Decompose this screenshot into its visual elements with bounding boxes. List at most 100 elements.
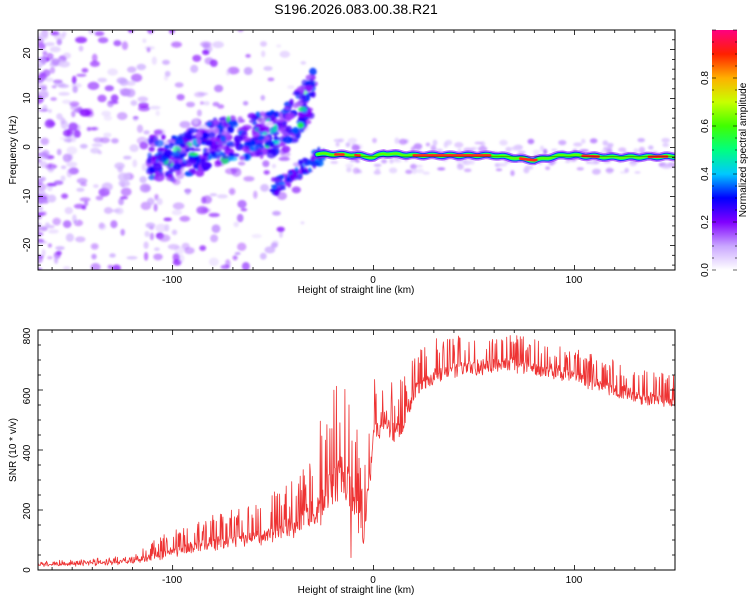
spectrogram-blob [61,31,67,37]
tone-line [312,148,675,166]
spectrogram-blob [196,109,202,117]
spectrogram-panel: -100 0 100 Height of straight line (km) … [8,29,676,296]
spectrogram-blob [145,167,155,174]
y-axis-label: SNR (10 * v/v) [8,418,19,482]
spectrogram-blob [510,146,520,151]
spectrogram-blob [191,148,202,152]
spectrogram-blob [87,81,100,90]
spectrogram-blob [47,109,53,113]
spectrogram-blob [98,223,107,231]
spectrogram-blob [90,243,99,250]
y-tick-label: 800 [22,327,33,344]
spectrogram-blob [389,158,394,164]
spectrogram-blob [218,129,225,133]
spectrogram-blob [84,200,89,207]
spectrogram-blob [292,126,300,135]
spectrogram-blob [56,38,62,46]
spectrogram-blob [237,161,246,166]
spectrogram-blob [271,145,281,149]
spectrogram-blob [270,184,278,188]
spectrogram-blob [252,121,258,126]
spectrogram-blob [205,140,213,147]
spectrogram-blob [194,133,203,138]
spectrogram-blob [266,150,277,159]
spectrogram-blob [155,110,160,116]
spectrogram-blob [196,138,202,145]
spectrogram-blob [257,117,267,124]
x-tick-label: 100 [566,575,583,586]
spectrogram-blob [618,147,627,152]
spectrogram-blob [143,130,150,135]
spectrogram-blob [76,73,87,77]
spectrogram-blob [60,175,66,182]
spectrogram-blob [273,113,280,118]
spectrogram-blob [232,255,238,261]
spectrogram-blob [310,75,316,80]
spectrogram-blob [204,147,209,153]
colorbar-tick-label: 0.4 [700,167,711,181]
spectrogram-blob [141,163,147,172]
y-tick-label: 20 [22,47,33,59]
spectrogram-blob [510,170,515,177]
spectrogram-blob [93,184,99,189]
spectrogram-blob [545,166,551,171]
spectrogram-blob [405,169,413,174]
spectrogram-blob [61,193,69,199]
spectrogram-blob [250,137,259,141]
spectrogram-blob [95,195,104,201]
spectrogram-blob [146,197,155,206]
spectrogram-blob [133,117,138,122]
spectrogram-blob [158,234,171,242]
spectrogram-blob [207,131,216,139]
spectrogram-blob [415,168,425,174]
spectrogram-blob [147,136,154,144]
spectrogram-blob [543,148,548,155]
spectrogram-blob [225,168,237,175]
spectrogram-blob [188,152,199,157]
spectrogram-blob [218,117,227,121]
spectrogram-blob [469,159,475,165]
spectrogram-blob [228,156,238,161]
spectrogram-blob [38,254,43,264]
spectrogram-blob [129,144,139,153]
spectrogram-blob [47,256,53,260]
spectrogram-blob [301,108,308,114]
spectrogram-blob [214,160,223,164]
spectrogram-blob [347,137,358,144]
spectrogram-blob [261,50,266,58]
spectrogram-blob [430,144,437,151]
snr-ticks [38,329,676,571]
spectrogram-blob [125,80,136,86]
spectrogram-blob [281,145,291,153]
spectrogram-blob [75,36,88,44]
spectrogram-blob [271,163,277,169]
spectrogram-blob [351,144,361,151]
spectrogram-blob [120,187,132,197]
spectrogram-blob [355,159,360,163]
spectrogram-blob [91,53,98,63]
spectrogram-blob [39,57,47,66]
spectrogram-blob [73,129,81,138]
spectrogram-blob [167,174,174,179]
spectrogram-blob [38,221,43,229]
spectrogram-blob [551,148,558,152]
spectrogram-blob [277,142,286,147]
tone-line-peak [518,157,538,162]
spectrogram-blob [594,169,601,172]
spectrogram-blob [197,92,209,96]
spectrogram-blob [60,117,66,125]
spectrogram-blob [142,38,147,43]
spectrogram-blob [121,41,128,50]
spectrogram-blob [638,146,646,153]
spectrogram-blob [155,223,168,233]
spectrogram-blob [605,168,615,172]
colorbar-bar [712,30,737,270]
spectrogram-blob [463,168,472,173]
spectrogram-blob [179,215,191,222]
spectrogram-blob [61,99,72,105]
spectrogram-blob [242,101,249,106]
spectrogram-blob [282,136,293,144]
spectrogram-blob [269,188,278,192]
spectrogram-blob [276,226,285,232]
spectrogram-blob [113,40,122,47]
